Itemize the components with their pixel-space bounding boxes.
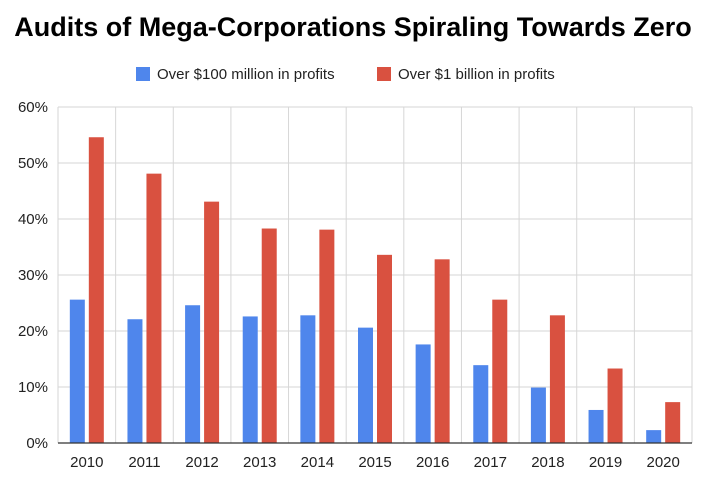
bars [69,137,681,444]
y-tick-label: 60% [18,99,48,116]
bar-over-1b [146,173,162,443]
bar-over-100m [69,299,85,443]
bar-over-100m [185,305,201,443]
y-tick-label: 10% [18,379,48,396]
bar-over-1b [549,315,565,443]
x-tick-label: 2015 [358,454,391,471]
gridlines [57,106,693,444]
bar-over-100m [530,387,546,443]
bar-over-1b [319,229,335,443]
y-tick-label: 20% [18,323,48,340]
x-tick-label: 2013 [243,454,276,471]
y-tick-label: 0% [26,435,48,452]
legend-label-series-1: Over $100 million in profits [157,66,335,83]
y-axis-tick-labels: 0% 10% 20% 30% 40% 50% 60% [18,99,48,452]
x-tick-label: 2014 [301,454,334,471]
bar-over-100m [127,319,143,443]
legend-swatch-series-1 [136,67,150,81]
x-tick-label: 2020 [646,454,679,471]
bar-over-1b [88,137,104,444]
x-tick-label: 2010 [70,454,103,471]
bar-over-1b [607,368,623,443]
x-axis-tick-labels: 2010 2011 2012 2013 2014 2015 2016 2017 2018 2019… [70,454,680,471]
bar-over-1b [492,299,508,443]
y-tick-label: 40% [18,211,48,228]
bar-over-1b [434,259,450,443]
bar-over-1b [204,201,220,443]
bar-over-100m [415,344,431,443]
bar-over-100m [300,315,316,443]
x-tick-label: 2018 [531,454,564,471]
x-tick-label: 2016 [416,454,449,471]
legend-label-series-2: Over $1 billion in profits [398,66,555,83]
bar-over-1b [261,228,277,443]
bar-over-1b [377,254,392,443]
y-tick-label: 30% [18,267,48,284]
bar-over-100m [473,365,489,443]
bar-over-100m [646,430,662,443]
legend: Over $100 million in profits Over $1 bil… [136,66,555,83]
bar-over-100m [358,327,373,443]
y-tick-label: 50% [18,155,48,172]
x-tick-label: 2011 [128,454,160,471]
x-tick-label: 2019 [589,454,622,471]
bar-over-100m [242,316,258,443]
bar-over-100m [588,409,604,443]
chart-title: Audits of Mega-Corporations Spiraling To… [14,12,692,42]
x-tick-label: 2012 [185,454,218,471]
bar-over-1b [665,402,681,443]
x-tick-label: 2017 [474,454,507,471]
legend-swatch-series-2 [377,67,391,81]
